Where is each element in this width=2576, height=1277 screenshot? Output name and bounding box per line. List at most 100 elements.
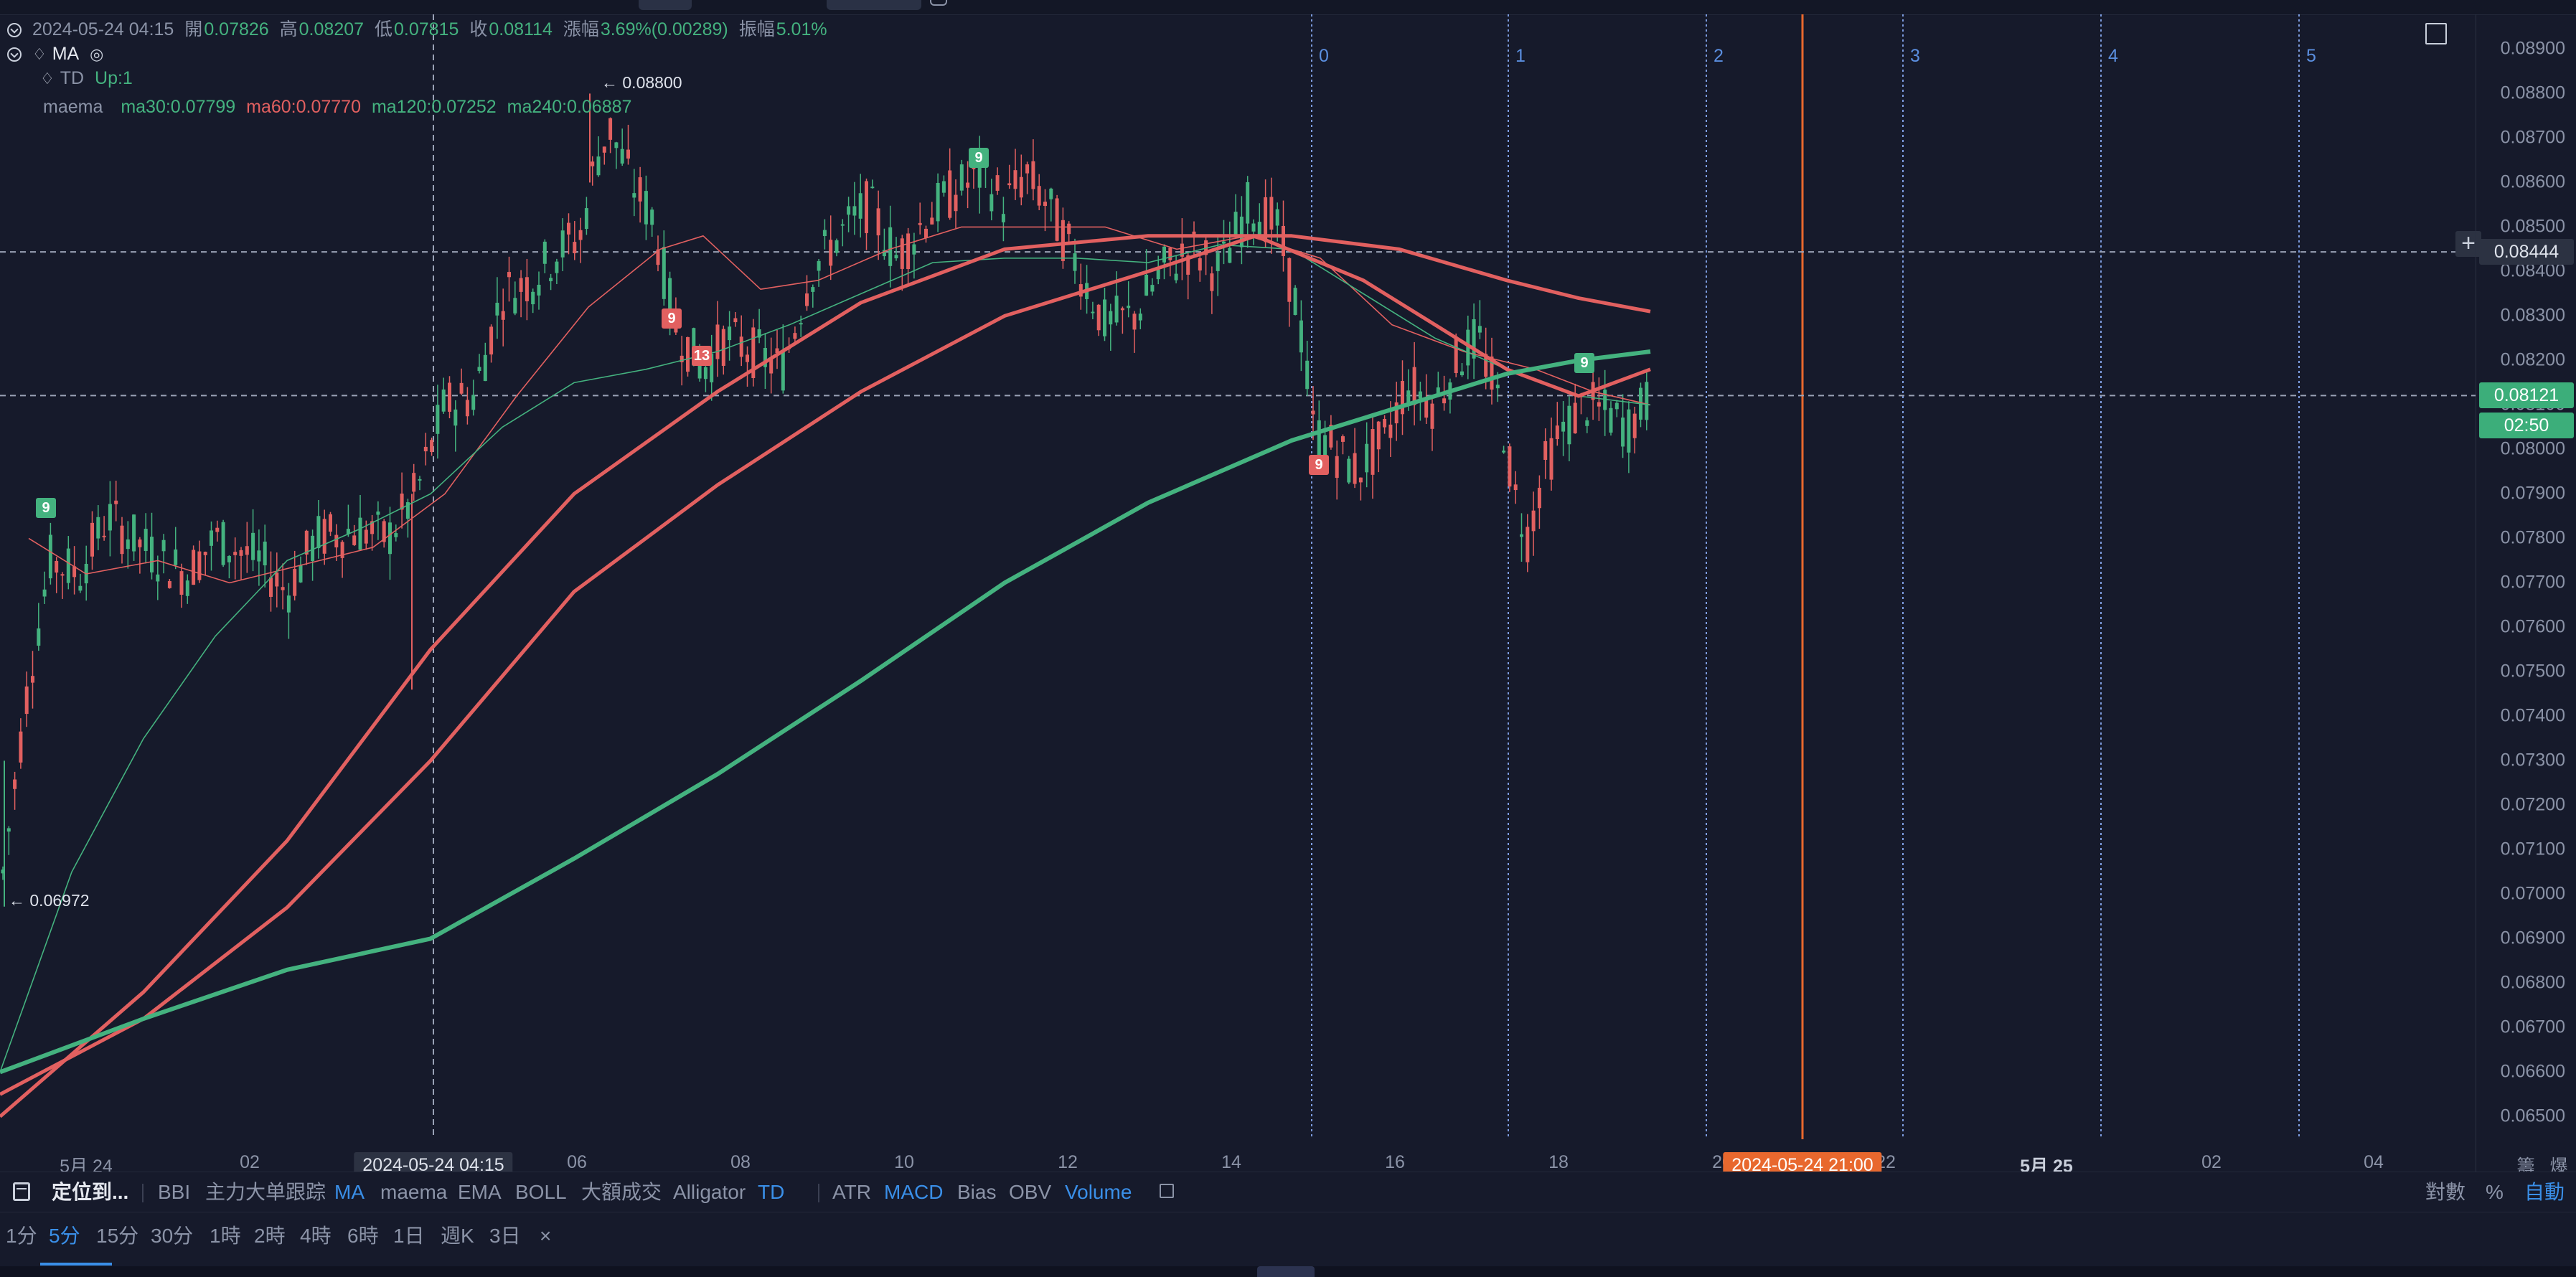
- indicator-bias-button[interactable]: Bias: [957, 1181, 997, 1203]
- time-axis-label: 02: [240, 1152, 260, 1172]
- bell-icon[interactable]: ♢: [40, 70, 55, 88]
- price-tick-label: 0.06500: [2500, 1106, 2565, 1126]
- add-crosshair-button[interactable]: +: [2455, 231, 2481, 257]
- candle-body: [263, 541, 267, 566]
- timeframe-bar: 1分 5分 15分 30分 1時 2時 4時 6時 1日 週K 3日 ×: [0, 1212, 2576, 1267]
- price-tick-label: 0.07700: [2500, 572, 2565, 593]
- candle-body: [96, 517, 100, 539]
- candle-body: [1174, 273, 1178, 281]
- indicator-boll-button[interactable]: BOLL: [515, 1181, 567, 1203]
- candle-body: [662, 247, 666, 299]
- candle-body: [573, 242, 577, 254]
- toolbar-tab[interactable]: [639, 0, 692, 10]
- divider: [142, 1184, 144, 1202]
- indicator-maema-button[interactable]: maema: [380, 1181, 448, 1203]
- price-chart[interactable]: 2024-05-24 04:15 開0.07826 高0.08207 低0.07…: [0, 14, 2568, 1185]
- candle-body: [906, 233, 911, 270]
- ma-indicator-label[interactable]: MA: [52, 44, 80, 64]
- price-tick-label: 0.08200: [2500, 349, 2565, 370]
- candle-body: [1198, 258, 1202, 271]
- indicator-obv-button[interactable]: OBV: [1009, 1181, 1052, 1203]
- timeframe-tab[interactable]: 週K: [441, 1225, 474, 1247]
- candle-body: [1401, 381, 1404, 415]
- maema-label[interactable]: maema: [43, 97, 103, 117]
- timeframe-tab[interactable]: 1時: [210, 1225, 241, 1247]
- timeframe-tab[interactable]: 3日: [489, 1225, 521, 1247]
- indicator-alligator-button[interactable]: Alligator: [673, 1181, 746, 1203]
- edit-indicators-icon[interactable]: [1160, 1184, 1174, 1198]
- candle-body: [1549, 438, 1553, 480]
- amplitude-value: 5.01%: [776, 19, 827, 39]
- candle-body: [602, 146, 606, 153]
- timeframe-tab[interactable]: 2時: [254, 1225, 286, 1247]
- candle-body: [995, 175, 1000, 191]
- td-indicator-label[interactable]: TD: [60, 68, 85, 88]
- timeframe-tab[interactable]: 1分: [6, 1225, 37, 1247]
- fib-label: 1: [1515, 46, 1526, 66]
- candle-body: [1531, 510, 1536, 532]
- price-axis[interactable]: 0.08900 0.08800 0.08700 0.08600 0.08500 0.084…: [2476, 14, 2576, 1185]
- candle-body: [840, 224, 845, 226]
- amplitude-label: 振幅: [738, 19, 775, 39]
- timeframe-tab[interactable]: 5分: [49, 1225, 80, 1247]
- candle-body: [614, 142, 619, 149]
- candle-body: [918, 222, 922, 225]
- candle-body: [1180, 243, 1184, 257]
- indicator--button[interactable]: 主力大单跟踪: [205, 1181, 326, 1203]
- chart-canvas[interactable]: [0, 14, 2476, 1185]
- candle-body: [1484, 354, 1488, 377]
- candle-body: [31, 676, 34, 683]
- candle-body: [1329, 425, 1333, 448]
- open-value: 0.07826: [204, 19, 269, 39]
- candle-body: [888, 227, 893, 266]
- close-timeframes-icon[interactable]: ×: [540, 1225, 552, 1247]
- timeframe-tab[interactable]: 4時: [300, 1225, 332, 1247]
- indicator-macd-button[interactable]: MACD: [884, 1181, 944, 1203]
- timeframe-tab[interactable]: 15分: [96, 1225, 139, 1247]
- td-marker: 9: [1574, 353, 1594, 373]
- timeframe-tab[interactable]: 30分: [151, 1225, 194, 1247]
- time-axis-label: 12: [1058, 1152, 1078, 1172]
- candle-body: [1073, 253, 1077, 271]
- time-axis-label: 10: [894, 1152, 914, 1172]
- indicator-bbi-button[interactable]: BBI: [158, 1181, 191, 1203]
- candle-body: [769, 359, 774, 374]
- candle-body: [936, 182, 940, 222]
- bell-icon[interactable]: ♢: [32, 45, 47, 63]
- active-timeframe-indicator: [40, 1263, 112, 1266]
- candle-body: [448, 382, 451, 412]
- candle-body: [459, 382, 464, 394]
- candle-body: [1621, 418, 1625, 447]
- collapse-legend-icon[interactable]: [7, 23, 22, 38]
- price-tick-label: 0.07600: [2500, 616, 2565, 637]
- candle-body: [757, 329, 761, 338]
- candle-body: [584, 208, 588, 230]
- indicator-atr-button[interactable]: ATR: [832, 1181, 871, 1203]
- auto-scale-toggle[interactable]: 自動: [2524, 1181, 2565, 1203]
- change-label: 漲幅: [563, 19, 599, 39]
- hide-eye-icon[interactable]: ◎: [90, 45, 104, 63]
- candle-body: [560, 230, 565, 258]
- log-scale-toggle[interactable]: 對數: [2425, 1181, 2466, 1203]
- panel-pull-tab[interactable]: [1257, 1266, 1315, 1277]
- candle-body: [626, 149, 630, 159]
- timeframe-tab[interactable]: 1日: [393, 1225, 425, 1247]
- collapse-ma-icon[interactable]: [7, 47, 22, 62]
- candle-body: [60, 574, 65, 576]
- expand-corner-icon[interactable]: [2425, 23, 2447, 44]
- indicator-ma-button[interactable]: MA: [334, 1181, 365, 1203]
- candle-body: [1233, 212, 1238, 237]
- candle-body: [1168, 248, 1172, 260]
- percent-scale-toggle[interactable]: %: [2486, 1181, 2504, 1203]
- price-tick-label: 0.07900: [2500, 483, 2565, 504]
- indicator-volume-button[interactable]: Volume: [1065, 1181, 1132, 1203]
- candle-body: [405, 502, 410, 519]
- timeframe-tab[interactable]: 6時: [347, 1225, 379, 1247]
- toolbar-tab[interactable]: [930, 0, 947, 6]
- indicator--button[interactable]: 大額成交: [581, 1181, 662, 1203]
- indicator-td-button[interactable]: TD: [758, 1181, 785, 1203]
- calendar-icon[interactable]: [13, 1182, 30, 1201]
- indicator-ema-button[interactable]: EMA: [458, 1181, 502, 1203]
- toolbar-tab[interactable]: [827, 0, 921, 10]
- locate-button[interactable]: 定位到...: [52, 1181, 129, 1203]
